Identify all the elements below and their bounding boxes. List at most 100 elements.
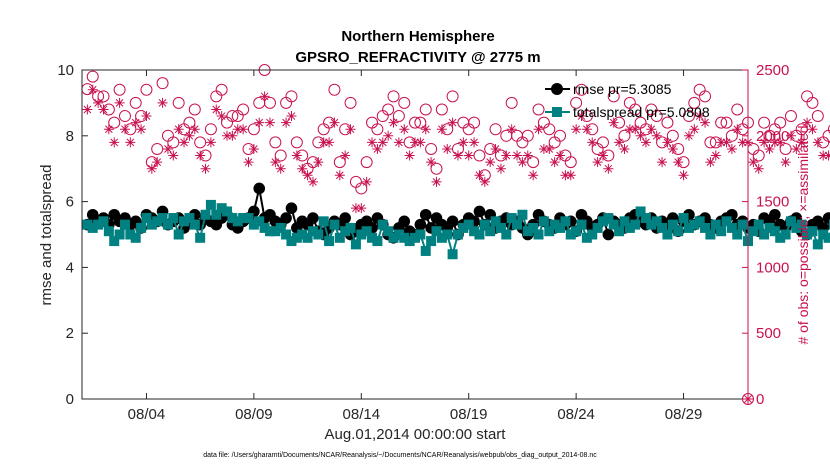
assimilated-obs-point bbox=[597, 150, 608, 161]
assimilated-obs-point bbox=[270, 157, 281, 168]
assimilated-obs-point bbox=[103, 124, 114, 135]
totalspread-point bbox=[780, 229, 791, 240]
possible-obs-point bbox=[221, 116, 234, 129]
totalspread-point bbox=[549, 219, 560, 230]
totalspread-point bbox=[506, 213, 517, 224]
y-left-tick-label: 8 bbox=[66, 128, 74, 145]
assimilated-obs-point bbox=[329, 117, 340, 128]
assimilated-obs-point bbox=[173, 124, 184, 135]
assimilated-obs-point bbox=[281, 117, 292, 128]
totalspread-point bbox=[420, 245, 431, 256]
assimilated-obs-point bbox=[157, 97, 168, 108]
possible-obs-point bbox=[511, 129, 524, 142]
legend-rmse-marker bbox=[551, 83, 563, 95]
possible-obs-point bbox=[570, 96, 583, 109]
assimilated-obs-point bbox=[581, 124, 592, 135]
totalspread-point bbox=[259, 222, 270, 233]
totalspread-point bbox=[447, 249, 458, 260]
totalspread-point bbox=[823, 232, 830, 243]
assimilated-obs-point bbox=[463, 150, 474, 161]
assimilated-obs-point bbox=[732, 124, 743, 135]
possible-obs-point bbox=[516, 136, 529, 149]
possible-obs-point bbox=[462, 123, 475, 136]
assimilated-obs-point bbox=[490, 143, 501, 154]
totalspread-point bbox=[619, 216, 630, 227]
x-tick-label: 08/19 bbox=[450, 406, 488, 423]
assimilated-obs-point bbox=[447, 117, 458, 128]
possible-obs-point bbox=[328, 83, 341, 96]
y-left-tick-label: 10 bbox=[57, 62, 74, 79]
totalspread-point bbox=[678, 213, 689, 224]
totalspread-point bbox=[114, 229, 125, 240]
totalspread-point bbox=[232, 216, 243, 227]
assimilated-obs-point bbox=[576, 111, 587, 122]
assimilated-obs-point bbox=[87, 84, 98, 95]
totalspread-point bbox=[726, 222, 737, 233]
assimilated-obs-point bbox=[82, 104, 93, 115]
totalspread-point bbox=[211, 209, 222, 220]
rmse-point bbox=[398, 215, 411, 228]
assimilated-obs-point bbox=[152, 157, 163, 168]
rmse-point bbox=[307, 212, 319, 224]
possible-obs-point bbox=[86, 70, 99, 83]
totalspread-point bbox=[372, 236, 383, 247]
totalspread-point bbox=[597, 216, 608, 227]
totalspread-point bbox=[624, 222, 635, 233]
totalspread-point bbox=[383, 226, 394, 237]
assimilated-obs-point bbox=[619, 143, 630, 154]
totalspread-point bbox=[334, 232, 345, 243]
legend-spread-marker bbox=[552, 107, 562, 117]
possible-obs-point bbox=[704, 136, 717, 149]
assimilated-obs-point bbox=[705, 157, 716, 168]
assimilated-obs-point bbox=[393, 137, 404, 148]
assimilated-obs-point bbox=[533, 124, 544, 135]
possible-obs-point bbox=[693, 83, 706, 96]
totalspread-point bbox=[560, 216, 571, 227]
possible-obs-point bbox=[204, 123, 217, 136]
totalspread-point bbox=[248, 219, 259, 230]
possible-obs-point bbox=[398, 96, 411, 109]
assimilated-obs-point bbox=[759, 137, 770, 148]
totalspread-point bbox=[490, 216, 501, 227]
totalspread-point bbox=[716, 226, 727, 237]
assimilated-obs-point bbox=[807, 124, 818, 135]
legend-spread-label: totalspread pr=5.0808 bbox=[573, 104, 710, 120]
y-left-tick-label: 6 bbox=[66, 194, 74, 211]
assimilated-obs-point bbox=[189, 124, 200, 135]
totalspread-point bbox=[705, 229, 716, 240]
assimilated-obs-point bbox=[377, 137, 388, 148]
assimilated-obs-point bbox=[404, 150, 415, 161]
assimilated-obs-point bbox=[168, 150, 179, 161]
assimilated-obs-point bbox=[114, 97, 125, 108]
assimilated-obs-point bbox=[689, 124, 700, 135]
chart-title-line-1: Northern Hemisphere bbox=[341, 28, 494, 45]
totalspread-point bbox=[98, 216, 109, 227]
totalspread-point bbox=[393, 229, 404, 240]
totalspread-point bbox=[157, 213, 168, 224]
totalspread-point bbox=[173, 229, 184, 240]
possible-obs-point bbox=[355, 182, 368, 195]
totalspread-point bbox=[216, 203, 227, 214]
possible-obs-point bbox=[548, 136, 561, 149]
totalspread-point bbox=[431, 226, 442, 237]
possible-obs-point bbox=[188, 103, 201, 116]
totalspread-point bbox=[667, 219, 678, 230]
totalspread-point bbox=[785, 216, 796, 227]
assimilated-obs-point bbox=[640, 137, 651, 148]
assimilated-obs-point bbox=[119, 124, 130, 135]
possible-obs-point bbox=[473, 149, 486, 162]
zero-assimilated-marker bbox=[743, 394, 753, 404]
possible-obs-point bbox=[527, 156, 540, 169]
assimilated-obs-point bbox=[667, 143, 678, 154]
chart-title-line-2: GPSRO_REFRACTIVITY @ 2775 m bbox=[295, 49, 540, 66]
possible-obs-point bbox=[392, 110, 405, 123]
possible-obs-point bbox=[118, 110, 131, 123]
totalspread-point bbox=[458, 222, 469, 233]
totalspread-point bbox=[517, 209, 528, 220]
assimilated-obs-point bbox=[673, 157, 684, 168]
assimilated-obs-point bbox=[560, 170, 571, 181]
totalspread-point bbox=[463, 219, 474, 230]
possible-obs-point bbox=[113, 83, 126, 96]
totalspread-point bbox=[238, 213, 249, 224]
totalspread-point bbox=[297, 229, 308, 240]
